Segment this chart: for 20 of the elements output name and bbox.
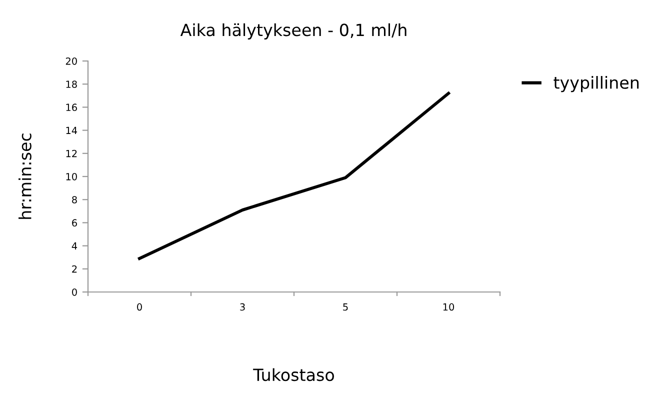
y-tick-label: 10 bbox=[66, 172, 77, 180]
legend-label: tyypillinen bbox=[554, 76, 639, 92]
y-tick-label: 16 bbox=[66, 104, 77, 112]
y-tick-label: 8 bbox=[72, 196, 77, 204]
x-axis-title: Tukostaso bbox=[253, 368, 334, 382]
y-tick-label: 2 bbox=[72, 265, 77, 273]
y-tick-label: 14 bbox=[66, 126, 78, 134]
y-tick-label: 20 bbox=[66, 57, 77, 65]
y-tick-label: 6 bbox=[72, 219, 77, 227]
y-tick-label: 0 bbox=[72, 288, 77, 296]
x-tick-label: 3 bbox=[240, 303, 245, 311]
y-tick-label: 4 bbox=[72, 242, 78, 250]
y-tick-label: 18 bbox=[66, 80, 77, 88]
x-tick-label: 10 bbox=[443, 303, 454, 311]
y-axis-title: hr:min:sec bbox=[18, 134, 32, 219]
x-tick-label: 5 bbox=[343, 303, 348, 311]
line-series bbox=[138, 92, 450, 260]
chart-title: Aika hälytykseen - 0,1 ml/h bbox=[180, 23, 406, 40]
x-tick-label: 0 bbox=[137, 303, 142, 311]
y-tick-label: 12 bbox=[66, 150, 77, 158]
